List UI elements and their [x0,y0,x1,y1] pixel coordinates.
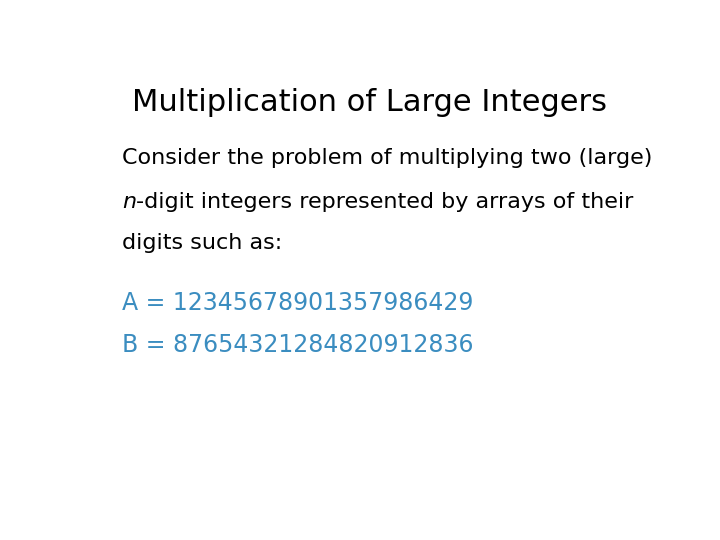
Text: B = 87654321284820912836: B = 87654321284820912836 [122,333,474,357]
Text: Consider the problem of multiplying two (large): Consider the problem of multiplying two … [122,148,653,168]
Text: Multiplication of Large Integers: Multiplication of Large Integers [132,87,606,117]
Text: digits such as:: digits such as: [122,233,283,253]
Text: A = 12345678901357986429: A = 12345678901357986429 [122,292,474,315]
Text: n: n [122,192,137,212]
Text: -digit integers represented by arrays of their: -digit integers represented by arrays of… [137,192,634,212]
